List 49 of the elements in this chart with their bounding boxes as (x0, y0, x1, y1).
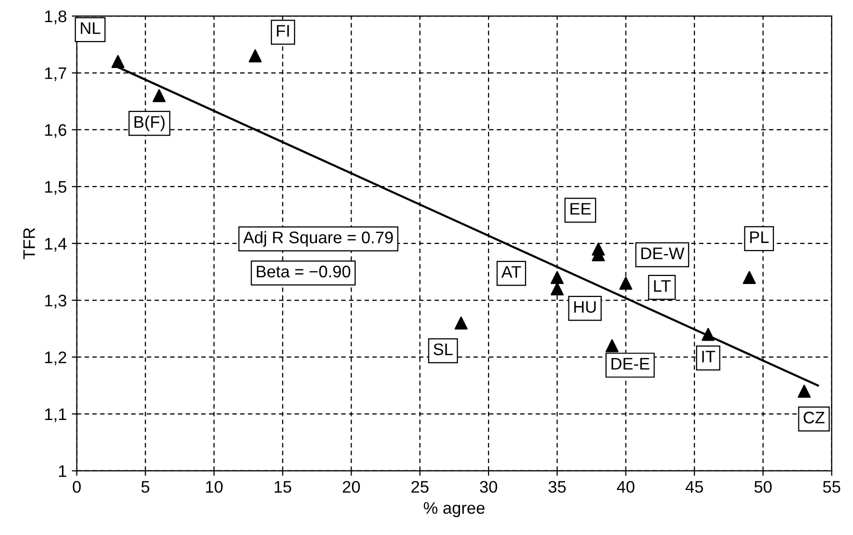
point (248, 49, 262, 62)
point (798, 384, 811, 398)
point (606, 339, 619, 352)
x-tick-label: 15 (274, 481, 292, 493)
point (550, 282, 564, 296)
y-tick-label: 1,1 (45, 408, 66, 422)
annotation: PL (750, 231, 769, 243)
x-tick-label: 20 (342, 480, 360, 493)
annotation: B(F) (134, 116, 165, 132)
y-tick-label: 1,4 (45, 238, 67, 252)
x-tick-label: 0 (72, 480, 81, 493)
y-tick-label: 1,5 (45, 181, 66, 195)
y-tick-label: 1,8 (45, 10, 66, 24)
annotation: SL (434, 343, 453, 356)
point (742, 271, 756, 284)
x-tick-label: 35 (548, 480, 566, 493)
annotation: Adj R Square = 0.79 (243, 231, 393, 247)
annotation: AT (501, 266, 521, 278)
x-tick-label: 30 (480, 480, 498, 493)
y-tick-label: 1,7 (45, 67, 66, 82)
annotation: LT (654, 280, 671, 292)
point (550, 271, 564, 284)
annotation: DE-W (641, 248, 684, 260)
point (152, 89, 166, 102)
x-tick-label: 50 (754, 480, 772, 493)
point (454, 316, 468, 330)
y-axis-title: TFR (23, 228, 35, 260)
annotation: HU (574, 301, 596, 313)
annotation: IT (702, 350, 716, 362)
x-tick-label: 25 (411, 480, 428, 493)
x-tick-label: 5 (141, 481, 150, 493)
y-tick-label: 1,6 (45, 124, 66, 138)
y-tick-label: 1,2 (45, 352, 66, 366)
point (619, 276, 632, 290)
annotation: Beta = −0.90 (256, 266, 350, 278)
point (702, 328, 715, 341)
x-tick-label: 45 (686, 481, 703, 493)
y-tick-label: 1,3 (45, 294, 66, 308)
x-tick-label: 10 (206, 480, 223, 493)
annotation: DE-E (612, 358, 650, 370)
annotation: NL (80, 22, 100, 34)
annotation: FI (276, 25, 289, 37)
x-tick-label: 55 (823, 481, 840, 493)
annotation: CZ (804, 412, 825, 424)
y-tick-label: 1 (59, 465, 66, 477)
x-tick-label: 40 (616, 480, 634, 493)
annotation: EE (570, 203, 591, 215)
x-axis-title: % agree (424, 502, 485, 518)
point (111, 55, 124, 68)
